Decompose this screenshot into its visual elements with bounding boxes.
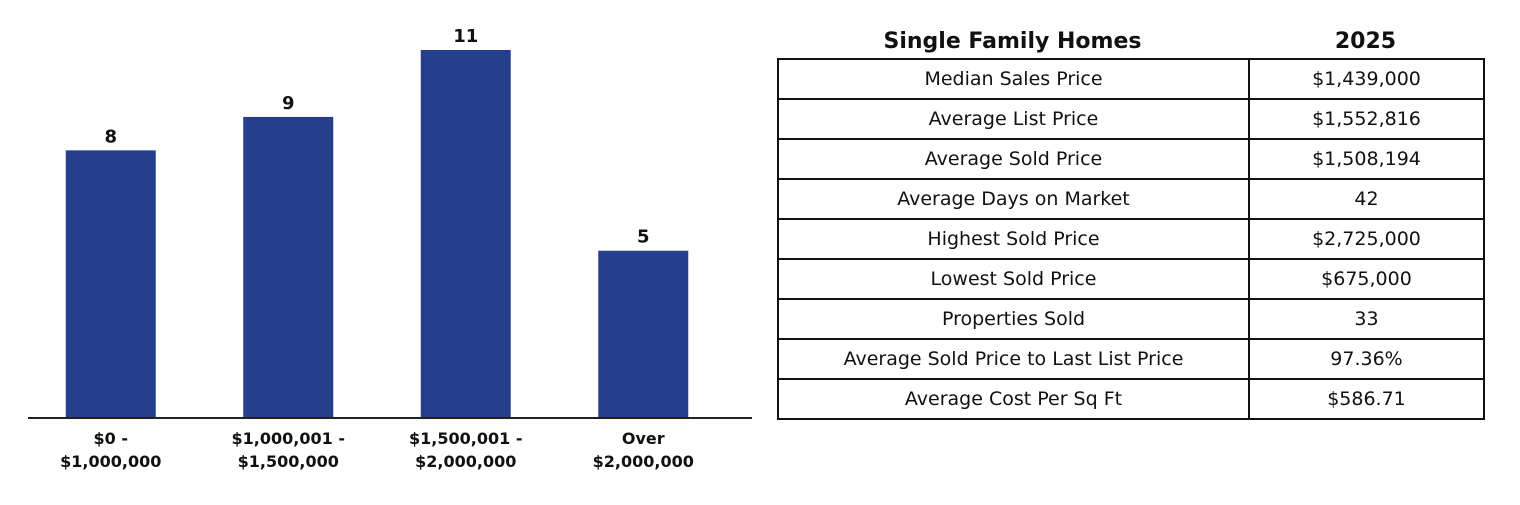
stats-row-value: 42 (1248, 178, 1485, 220)
stats-row: Lowest Sold Price $675,000 (777, 258, 1485, 300)
x-tick-label: $1,500,001 - (409, 429, 522, 448)
bar (243, 116, 334, 418)
stats-row-label: Properties Sold (777, 298, 1250, 340)
bars-group: 8 9 11 5 (65, 26, 689, 418)
x-tick-label: Over (622, 429, 665, 448)
stats-row-value: 33 (1248, 298, 1485, 340)
stats-row-label: Median Sales Price (777, 58, 1250, 100)
bar (65, 150, 156, 418)
stats-row-value: $675,000 (1248, 258, 1485, 300)
stats-header: Single Family Homes 2025 (777, 24, 1483, 58)
stats-row-value: 97.36% (1248, 338, 1485, 380)
stats-row: Average Days on Market 42 (777, 178, 1485, 220)
stats-row-value: $1,508,194 (1248, 138, 1485, 180)
stats-row-label: Average List Price (777, 98, 1250, 140)
x-tick-label: $2,000,000 (415, 452, 516, 471)
stats-row: Average Cost Per Sq Ft $586.71 (777, 378, 1485, 420)
single-family-homes-stats: Single Family Homes 2025 Median Sales Pr… (777, 24, 1485, 420)
stats-row: Average Sold Price $1,508,194 (777, 138, 1485, 180)
x-tick-label: $1,000,001 - (232, 429, 345, 448)
stats-header-label: Single Family Homes (883, 28, 1142, 54)
stats-row-label: Average Sold Price (777, 138, 1250, 180)
stats-row: Average List Price $1,552,816 (777, 98, 1485, 140)
stats-header-year: 2025 (1334, 28, 1397, 54)
bar-value-label: 11 (453, 26, 478, 47)
stats-row-value: $586.71 (1248, 378, 1485, 420)
bar-value-label: 9 (282, 93, 295, 114)
x-tick-label: $1,500,000 (238, 452, 339, 471)
bar-value-label: 8 (104, 126, 117, 147)
x-tick-label: $1,000,000 (60, 452, 161, 471)
stats-row-label: Lowest Sold Price (777, 258, 1250, 300)
stats-row: Properties Sold 33 (777, 298, 1485, 340)
stats-row-label: Highest Sold Price (777, 218, 1250, 260)
stats-row-value: $1,552,816 (1248, 98, 1485, 140)
stats-row-value: $1,439,000 (1248, 58, 1485, 100)
x-tick-labels: $0 - $1,000,000 $1,000,001 - $1,500,000 $1,5… (60, 429, 694, 471)
bar (598, 250, 689, 418)
stats-row: Average Sold Price to Last List Price 97.… (777, 338, 1485, 380)
stats-row-label: Average Days on Market (777, 178, 1250, 220)
stats-row-value: $2,725,000 (1248, 218, 1485, 260)
stats-table: Median Sales Price $1,439,000 Average List… (777, 58, 1485, 420)
stats-row: Median Sales Price $1,439,000 (777, 58, 1485, 100)
price-range-bar-chart: 8 9 11 5 $0 - $1,000,000 $1,000,001 - $1,500,0… (28, 26, 752, 471)
bar (420, 50, 511, 418)
x-tick-label: $0 - (94, 429, 128, 448)
stats-row: Highest Sold Price $2,725,000 (777, 218, 1485, 260)
stats-row-label: Average Cost Per Sq Ft (777, 378, 1250, 420)
stats-row-label: Average Sold Price to Last List Price (777, 338, 1250, 380)
x-tick-label: $2,000,000 (593, 452, 694, 471)
bar-value-label: 5 (637, 227, 650, 248)
